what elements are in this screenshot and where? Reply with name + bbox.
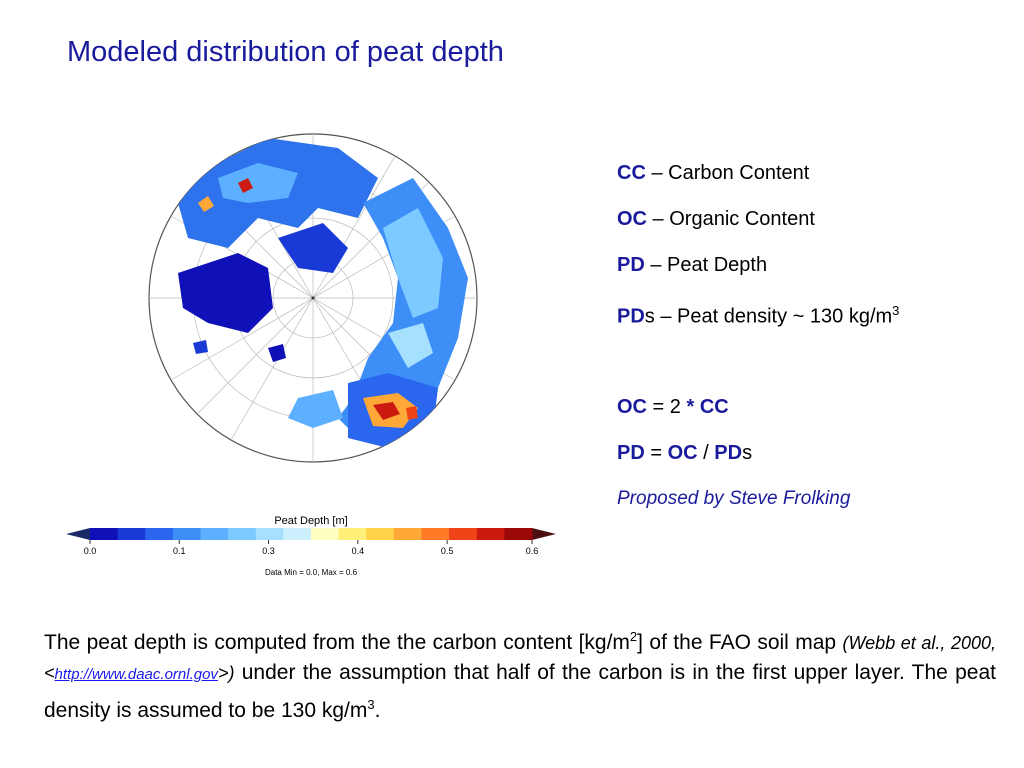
- legend-tick-label: 0.6: [526, 546, 539, 556]
- peat-depth-legend: Peat Depth [m] 0.0 0.1 0.3 0.4 0.5 0.6 Data M…: [66, 515, 556, 577]
- definition-cc: CC – Carbon Content: [617, 162, 810, 184]
- description-paragraph: The peat depth is computed from the the …: [44, 629, 996, 722]
- legend-arrow-low: [66, 528, 90, 540]
- proposed-by: Proposed by Steve Frolking: [617, 487, 851, 509]
- legend-swatch: [421, 528, 450, 540]
- legend-swatch: [311, 528, 340, 540]
- legend-title: Peat Depth [m]: [274, 515, 347, 527]
- legend-swatch: [476, 528, 505, 540]
- legend-swatch: [90, 528, 119, 540]
- legend-swatch: [504, 528, 533, 540]
- formula-oc: OC = 2 * CC: [617, 395, 729, 418]
- legend-tick-label: 0.1: [173, 546, 186, 556]
- legend-color-bar: [90, 528, 533, 540]
- definition-oc: OC – Organic Content: [617, 208, 815, 230]
- legend-tick-label: 0.0: [84, 546, 97, 556]
- definition-pd: PD – Peat Depth: [617, 254, 768, 276]
- legend-data-range: Data Min = 0.0, Max = 0.6: [265, 568, 358, 577]
- legend-tick-label: 0.4: [352, 546, 365, 556]
- citation: (Webb et al., 2000, <http://www.daac.orn…: [44, 633, 996, 683]
- peat-depth-polar-map: [148, 133, 478, 463]
- legend-tick-label: 0.3: [262, 546, 275, 556]
- legend-tick-label: 0.5: [441, 546, 454, 556]
- definitions-block: CC – Carbon Content OC – Organic Content…: [617, 150, 899, 522]
- legend-swatch: [338, 528, 367, 540]
- legend-swatch: [393, 528, 422, 540]
- legend-swatch: [449, 528, 478, 540]
- legend-swatch: [145, 528, 174, 540]
- legend-swatch: [228, 528, 257, 540]
- definition-pds: PDs – Peat density ~ 130 kg/m3: [617, 303, 900, 328]
- legend-swatch: [366, 528, 395, 540]
- north-pole-marker: [311, 296, 315, 300]
- daac-link[interactable]: http://www.daac.ornl.gov: [54, 666, 218, 683]
- map-landmasses: [178, 138, 468, 448]
- page-title: Modeled distribution of peat depth: [67, 36, 504, 68]
- legend-ticks: 0.0 0.1 0.3 0.4 0.5 0.6: [84, 540, 539, 556]
- legend-swatch: [172, 528, 201, 540]
- legend-arrow-high: [532, 528, 556, 540]
- legend-swatch: [255, 528, 284, 540]
- legend-swatch: [200, 528, 229, 540]
- legend-swatch: [283, 528, 312, 540]
- formula-pd: PD = OC / PDs: [617, 441, 753, 464]
- legend-swatch: [117, 528, 146, 540]
